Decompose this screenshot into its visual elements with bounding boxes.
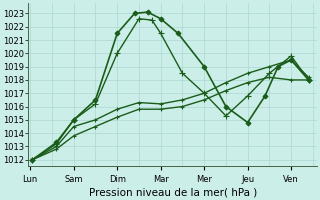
X-axis label: Pression niveau de la mer( hPa ): Pression niveau de la mer( hPa ) — [89, 187, 257, 197]
